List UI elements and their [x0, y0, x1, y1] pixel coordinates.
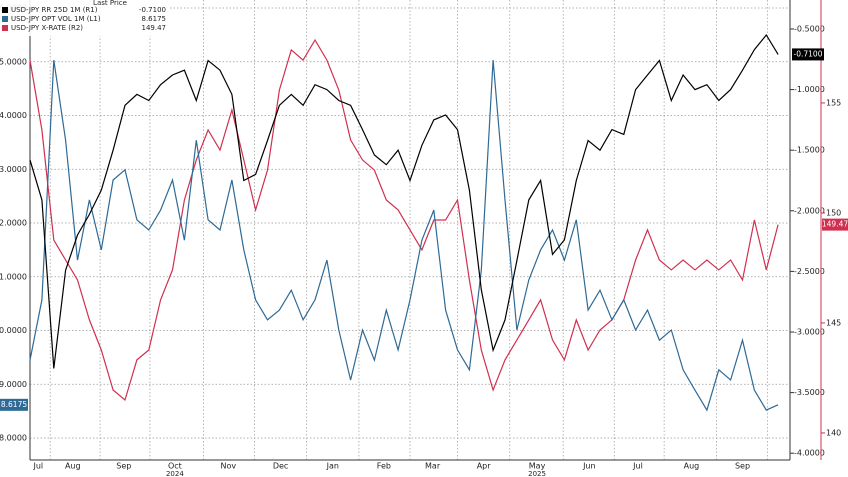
x-tick-label: Jan [326, 462, 339, 471]
x-tick-label: May [529, 462, 546, 471]
legend-swatch [2, 25, 8, 31]
x-tick-label: Jun [582, 462, 596, 471]
x-tick-label: Jul [32, 462, 43, 471]
y2-tick-label: -0.5000 [794, 24, 825, 33]
legend-label: USD-JPY X-RATE (R2) [11, 24, 83, 32]
y3-tick-label: 155 [826, 98, 841, 107]
y2-tick-label: -1.5000 [794, 146, 825, 155]
legend-swatch [2, 16, 8, 22]
y2-tick-label: -4.0000 [794, 449, 825, 458]
last-value-label: 8.6175 [1, 400, 27, 409]
y2-tick-label: -3.5000 [794, 388, 825, 397]
x-tick-label: Feb [377, 462, 391, 471]
last-value-box [0, 398, 28, 411]
x-tick-label: Nov [221, 462, 237, 471]
y-tick-label: 13.0000 [0, 165, 27, 174]
x-tick-label: Sep [735, 462, 750, 471]
x-tick-label: Sep [116, 462, 131, 471]
y2-tick-label: -2.5000 [794, 267, 825, 276]
legend-swatch [2, 7, 8, 13]
x-tick-label: Oct [168, 462, 182, 471]
last-value-box [792, 48, 824, 61]
legend-value: 8.6175 [142, 15, 167, 23]
x-tick-label: Mar [425, 462, 441, 471]
year-label: 2024 [166, 470, 184, 477]
legend-value: -0.7100 [139, 6, 166, 14]
legend-label: USD-JPY RR 25D 1M (R1) [11, 6, 98, 14]
y2-tick-label: -2.0000 [794, 206, 825, 215]
series-line [29, 60, 779, 412]
y-tick-label: 9.0000 [0, 380, 27, 389]
x-tick-label: Dec [273, 462, 288, 471]
legend-label: USD-JPY OPT VOL 1M (L1) [11, 15, 101, 23]
last-value-label: -0.7100 [794, 49, 823, 58]
y-tick-label: 15.0000 [0, 57, 27, 66]
y3-tick-label: 140 [826, 428, 841, 437]
year-label: 2025 [528, 470, 546, 477]
y3-tick-label: 150 [826, 208, 841, 217]
y2-tick-label: -1.0000 [794, 85, 825, 94]
legend-box [0, 0, 168, 36]
x-tick-label: Jul [632, 462, 643, 471]
x-tick-label: Apr [477, 462, 492, 471]
last-value-box [822, 218, 848, 231]
y-tick-label: 14.0000 [0, 111, 27, 120]
y-tick-label: 12.0000 [0, 219, 27, 228]
y-tick-label: 8.0000 [0, 434, 27, 443]
last-value-label: 149.47 [822, 220, 848, 229]
x-tick-label: Aug [684, 462, 700, 471]
y3-tick-label: 145 [826, 318, 841, 327]
legend-title: Last Price [93, 0, 127, 7]
series-line [29, 33, 779, 369]
legend-value: 149.47 [142, 24, 167, 32]
series-line [29, 38, 779, 401]
x-tick-label: Aug [65, 462, 81, 471]
y-tick-label: 10.0000 [0, 326, 27, 335]
y2-tick-label: -3.0000 [794, 328, 825, 337]
y-tick-label: 11.0000 [0, 272, 27, 281]
